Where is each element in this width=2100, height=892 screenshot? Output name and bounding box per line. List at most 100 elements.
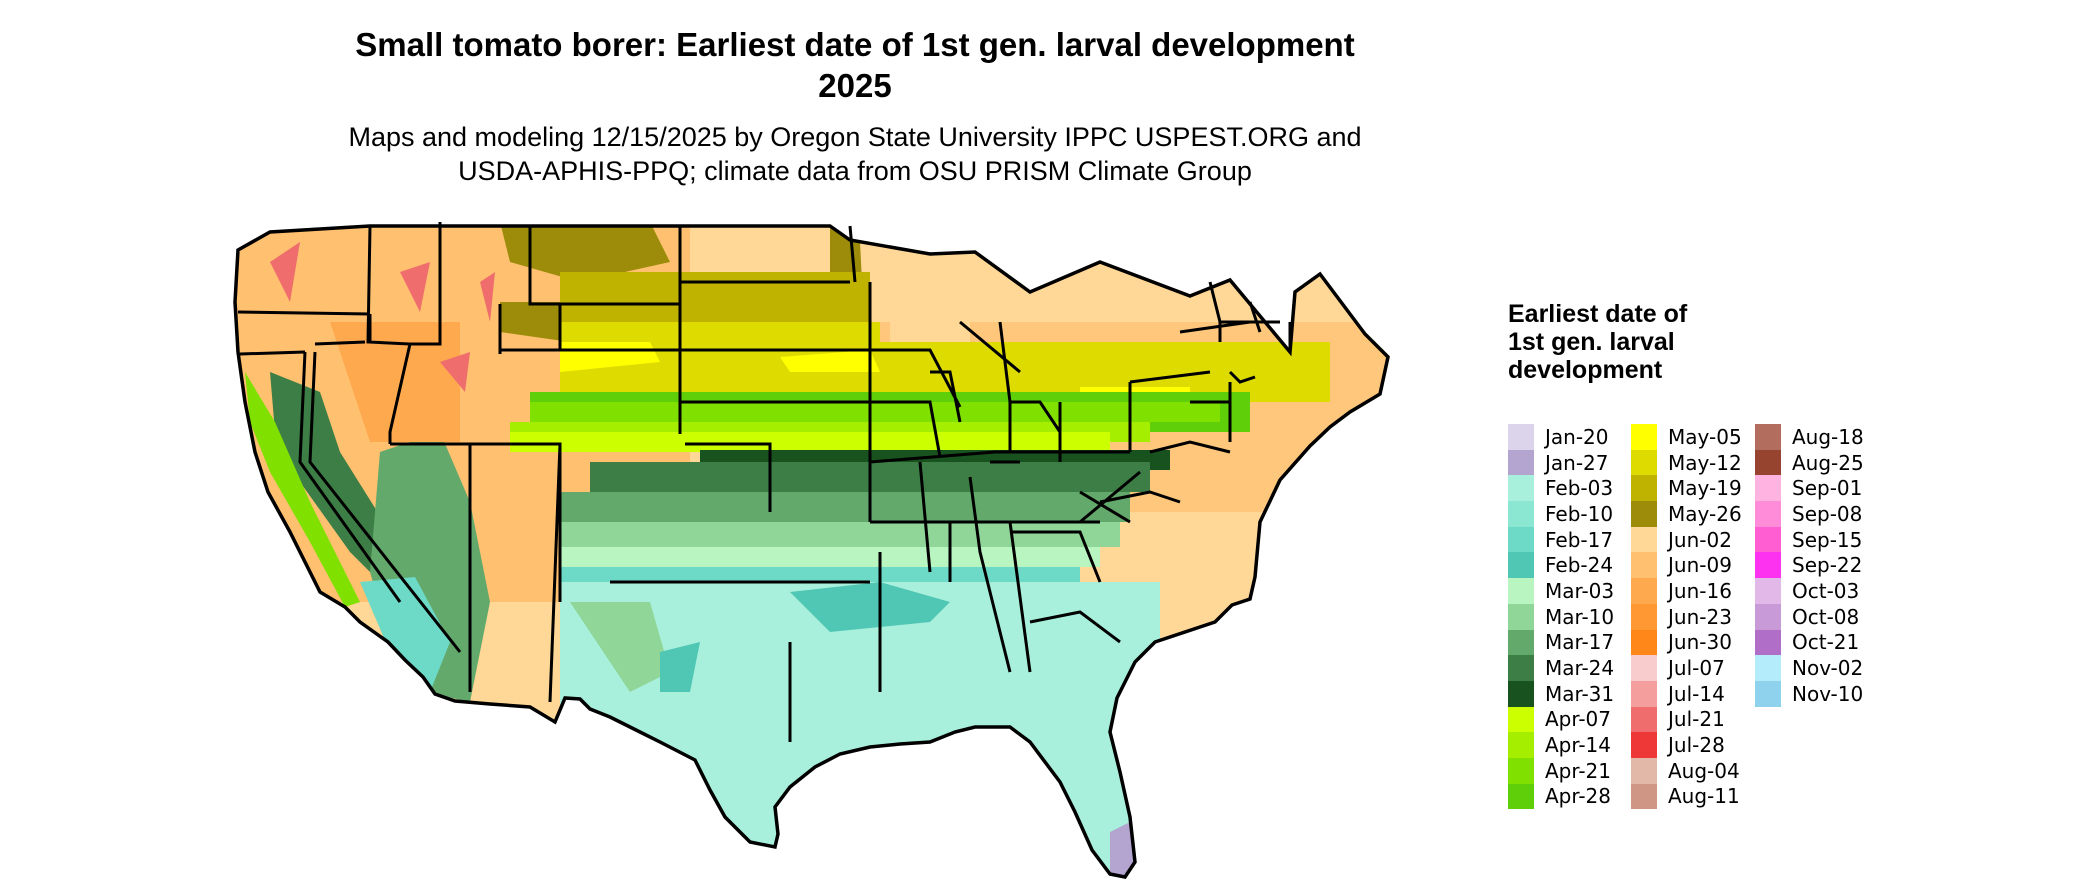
legend-label: Mar-17 xyxy=(1545,630,1615,655)
legend-swatch xyxy=(1508,706,1534,733)
legend-label: Jul-14 xyxy=(1668,681,1725,706)
legend-column-1: Jan-20 Jan-27 Feb-03 Feb-10 Feb-17 Feb-24 Mar-… xyxy=(1508,424,1615,810)
legend-swatch xyxy=(1508,501,1534,527)
us-phenology-map xyxy=(233,222,1390,879)
legend-label: Feb-03 xyxy=(1545,476,1614,501)
legend-swatch xyxy=(1631,680,1657,707)
legend-label: Jul-07 xyxy=(1668,656,1725,681)
legend-item: Jun-02 xyxy=(1631,526,1742,553)
zone-may-26-plains xyxy=(560,272,870,322)
legend-label: May-26 xyxy=(1668,501,1742,526)
legend-swatch xyxy=(1755,552,1781,579)
legend-label: Nov-02 xyxy=(1792,656,1864,681)
legend-item: Nov-02 xyxy=(1755,655,1864,681)
state-lines xyxy=(237,222,1292,742)
legend-swatch xyxy=(1508,578,1534,604)
legend-label: Sep-15 xyxy=(1792,527,1863,552)
legend-item: Aug-25 xyxy=(1755,449,1864,476)
legend-swatch xyxy=(1631,706,1657,733)
legend-item: Feb-03 xyxy=(1508,475,1614,502)
legend-swatch xyxy=(1631,526,1657,553)
legend-swatch xyxy=(1755,578,1781,604)
legend-item: May-26 xyxy=(1631,501,1742,527)
legend-swatch xyxy=(1631,732,1657,758)
legend-label: Sep-08 xyxy=(1792,501,1863,526)
legend-swatch xyxy=(1508,552,1534,579)
legend-label: Jul-28 xyxy=(1668,733,1725,758)
legend-label: May-05 xyxy=(1668,424,1742,449)
legend-label: Feb-17 xyxy=(1545,527,1614,552)
legend-swatch xyxy=(1631,655,1657,681)
zone-arizona-low-desert xyxy=(360,577,450,692)
legend-swatch xyxy=(1508,655,1534,681)
legend-item: Feb-17 xyxy=(1508,526,1614,553)
legend-label: Apr-28 xyxy=(1545,784,1611,809)
legend-swatch xyxy=(1755,475,1781,502)
zone-feb-17 xyxy=(560,567,1080,582)
map-title-line1: Small tomato borer: Earliest date of 1st… xyxy=(355,26,1355,63)
legend-swatch xyxy=(1508,424,1534,450)
legend-item: Jun-23 xyxy=(1631,603,1742,630)
legend-item: Apr-14 xyxy=(1508,732,1614,758)
legend-item: Sep-22 xyxy=(1755,552,1864,579)
map-title: Small tomato borer: Earliest date of 1st… xyxy=(230,24,1480,106)
legend-swatch xyxy=(1631,424,1657,450)
zone-mar-03 xyxy=(560,547,1100,567)
legend-item: Jun-30 xyxy=(1631,629,1742,656)
legend-item: Mar-03 xyxy=(1508,578,1614,604)
legend-label: Jan-27 xyxy=(1545,450,1609,475)
legend-swatch xyxy=(1631,501,1657,527)
legend-item: May-05 xyxy=(1631,424,1742,450)
legend-swatch xyxy=(1755,424,1781,450)
legend-label: Apr-14 xyxy=(1545,733,1611,758)
legend-item: Sep-01 xyxy=(1755,475,1864,502)
legend-item: Mar-24 xyxy=(1508,655,1614,681)
legend-item: May-12 xyxy=(1631,449,1742,476)
legend-swatch xyxy=(1755,603,1781,630)
legend-swatch xyxy=(1755,501,1781,527)
state-boundaries xyxy=(233,222,1390,879)
legend-label: Nov-10 xyxy=(1792,681,1864,706)
zone-may-26 xyxy=(500,226,865,342)
legend-item: May-19 xyxy=(1631,475,1742,502)
legend-item: Jul-21 xyxy=(1631,706,1742,733)
legend-swatch xyxy=(1755,680,1781,707)
legend-label: Apr-21 xyxy=(1545,758,1611,783)
legend-item: Oct-21 xyxy=(1755,629,1864,656)
zone-mar-17 xyxy=(560,492,1130,522)
legend-swatch xyxy=(1631,475,1657,502)
zone-southeast-coastal xyxy=(790,582,950,632)
legend-swatch xyxy=(1631,552,1657,579)
map-subtitle-line2: USDA-APHIS-PPQ; climate data from OSU PR… xyxy=(458,156,1252,186)
legend-label: Jun-30 xyxy=(1668,630,1732,655)
legend-swatch xyxy=(1755,655,1781,681)
legend-item: Oct-08 xyxy=(1755,603,1864,630)
map-title-line2: 2025 xyxy=(818,67,892,104)
legend-swatch xyxy=(1755,449,1781,476)
map-subtitle-line1: Maps and modeling 12/15/2025 by Oregon S… xyxy=(348,122,1362,152)
legend-label: Jan-20 xyxy=(1545,424,1609,449)
legend-swatch xyxy=(1631,578,1657,604)
zone-intermountain xyxy=(330,322,460,442)
legend-swatch xyxy=(1508,783,1534,810)
legend-swatch xyxy=(1631,449,1657,476)
zone-california-coast xyxy=(245,372,360,607)
legend-swatch xyxy=(1755,629,1781,656)
legend-label: May-12 xyxy=(1668,450,1742,475)
legend-swatch xyxy=(1508,629,1534,656)
legend-item: Jul-07 xyxy=(1631,655,1742,681)
zone-jun-02-ne xyxy=(890,282,970,342)
legend-label: Mar-31 xyxy=(1545,681,1615,706)
legend-label: Jul-21 xyxy=(1668,707,1725,732)
legend-item: Sep-15 xyxy=(1755,526,1864,553)
legend-item: Mar-10 xyxy=(1508,603,1614,630)
legend-label: Sep-22 xyxy=(1792,553,1863,578)
legend-swatch xyxy=(1508,680,1534,707)
legend-swatch xyxy=(1631,603,1657,630)
legend-label: Oct-03 xyxy=(1792,578,1860,603)
legend-label: Apr-07 xyxy=(1545,707,1611,732)
legend-label: May-19 xyxy=(1668,476,1742,501)
legend-item: Apr-07 xyxy=(1508,706,1614,733)
legend-label: Feb-10 xyxy=(1545,501,1614,526)
legend-item: Jun-09 xyxy=(1631,552,1742,579)
